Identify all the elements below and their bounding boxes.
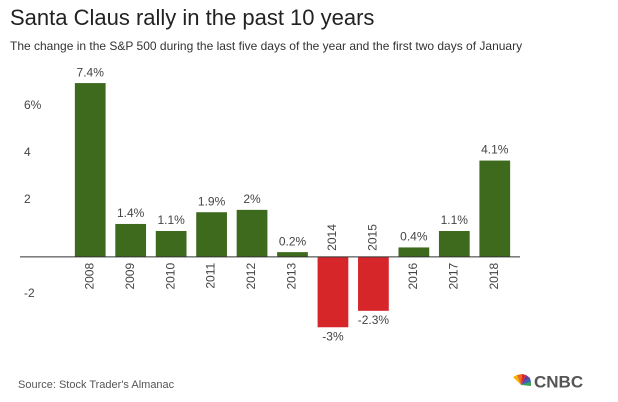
y-tick-label: 4 — [24, 145, 31, 159]
bar — [317, 256, 349, 328]
y-tick-label: 2 — [24, 192, 31, 206]
value-label: -3% — [322, 329, 344, 343]
y-tick-label: 6% — [24, 98, 42, 112]
x-tick-label: 2013 — [285, 263, 299, 290]
y-tick-label: -2 — [24, 286, 35, 300]
value-label: 4.1% — [481, 143, 509, 157]
chart-title: Santa Claus rally in the past 10 years — [10, 5, 374, 30]
bar — [358, 256, 389, 311]
logo-icon — [513, 374, 531, 386]
bar — [155, 231, 187, 257]
bar — [196, 212, 227, 257]
x-tick-label: 2012 — [244, 263, 258, 290]
value-label: 7.4% — [77, 65, 105, 79]
x-tick-label: 2011 — [204, 263, 218, 289]
value-label: 2% — [243, 192, 261, 206]
x-tick-label: 2008 — [82, 263, 96, 290]
x-tick-label: 2014 — [325, 224, 339, 251]
bar — [479, 160, 511, 257]
value-label: 0.2% — [279, 234, 307, 248]
x-tick-label: 2016 — [406, 263, 420, 290]
value-label: 1.1% — [157, 213, 185, 227]
bar — [277, 252, 308, 257]
value-label: 1.4% — [117, 206, 145, 220]
x-tick-label: 2017 — [446, 263, 460, 290]
bar — [74, 83, 106, 257]
x-tick-label: 2009 — [123, 263, 137, 290]
bar — [236, 209, 268, 257]
value-label: 1.1% — [441, 213, 469, 227]
chart-subtitle: The change in the S&P 500 during the las… — [10, 39, 522, 53]
x-tick-label: 2015 — [366, 224, 380, 251]
value-label: -2.3% — [358, 313, 390, 327]
logo-text: CNBC — [534, 372, 583, 391]
x-tick-label: 2010 — [163, 263, 177, 290]
bar — [438, 231, 470, 257]
source: Source: Stock Trader's Almanac — [18, 379, 175, 391]
value-label: 1.9% — [198, 194, 226, 208]
value-label: 0.4% — [400, 230, 428, 244]
bar — [398, 247, 430, 257]
x-tick-label: 2018 — [487, 263, 501, 290]
bar — [115, 223, 147, 257]
